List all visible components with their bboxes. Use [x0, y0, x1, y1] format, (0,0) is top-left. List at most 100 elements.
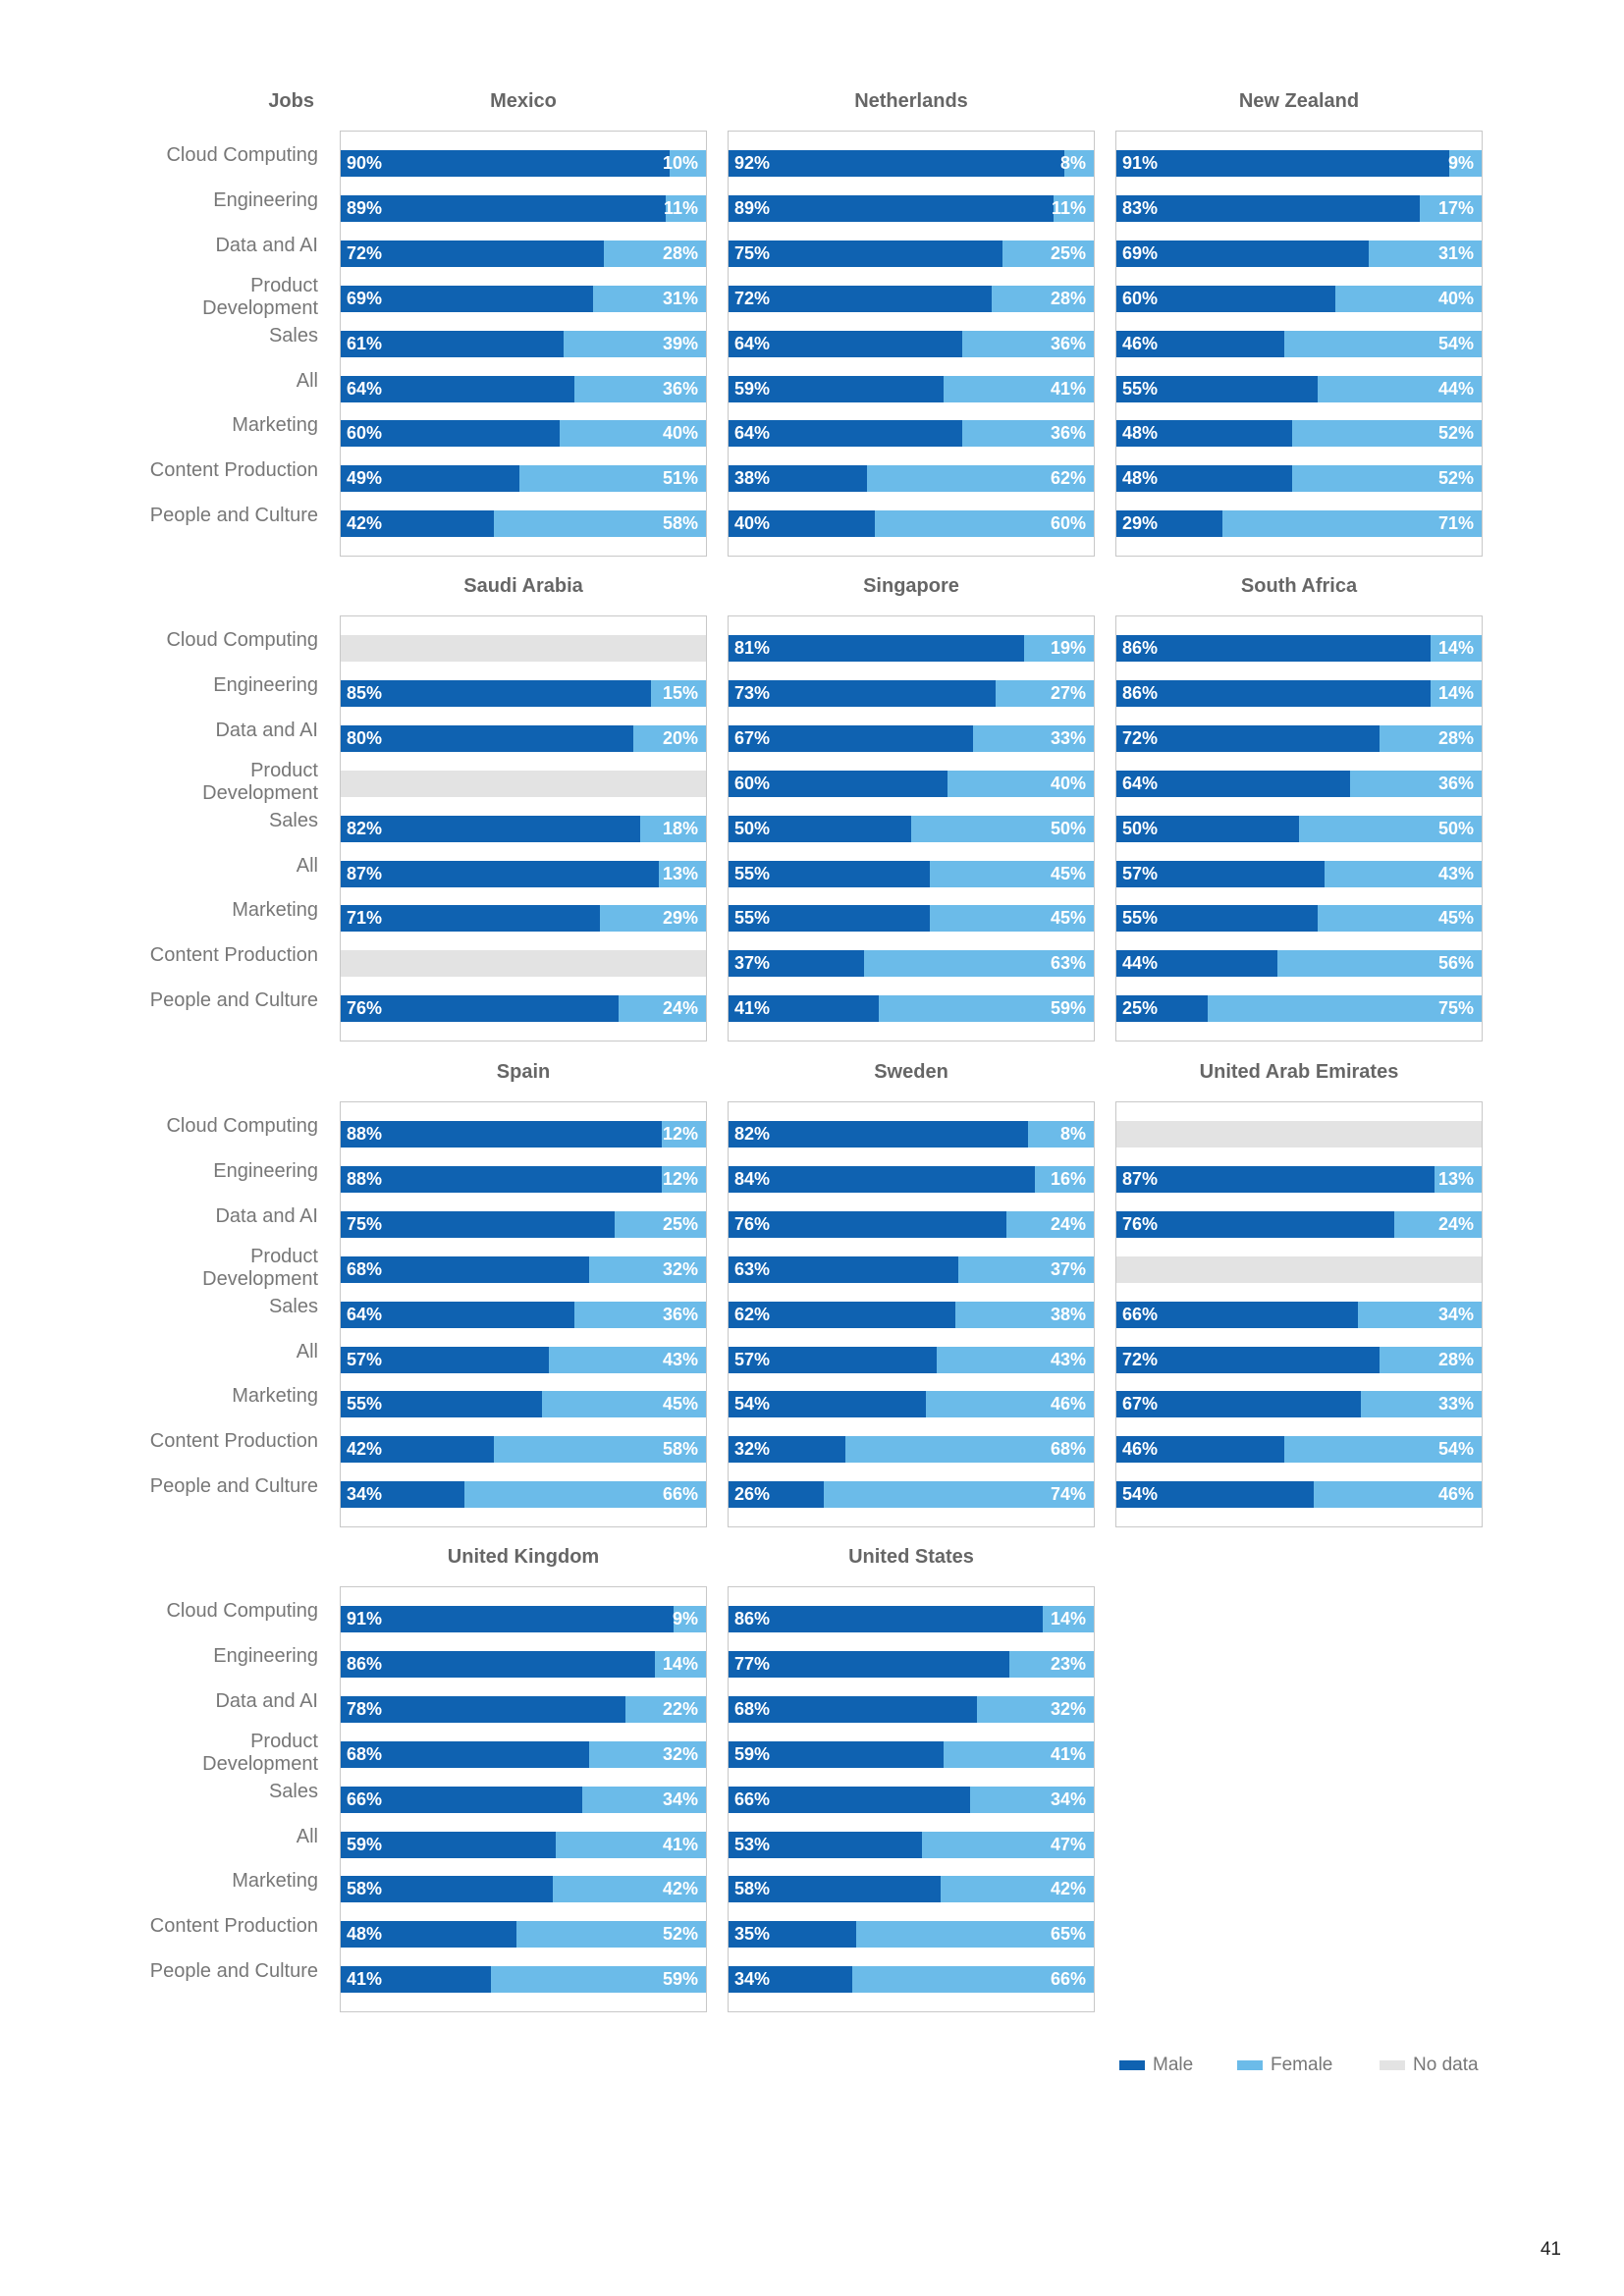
data-label-female: 52% [1437, 468, 1474, 489]
bar-male [729, 420, 962, 448]
bar-female [491, 1966, 706, 1994]
bar-female [1064, 150, 1094, 177]
bar-row: 80% 20% [341, 724, 706, 752]
panel: 88% 12% 88% 12% 75% 25% 68% 32% 64% 36% 57% 43% 55% 4… [340, 1101, 707, 1527]
bar-row: 72% 28% [1116, 1346, 1482, 1373]
data-label-male: 57% [734, 1349, 771, 1369]
data-label-female: 9% [1447, 153, 1474, 173]
panel-title: New Zealand [1238, 90, 1360, 112]
data-label-female: 8% [1059, 1124, 1086, 1144]
data-label-male: 86% [1122, 638, 1159, 658]
data-label-female: 42% [662, 1879, 698, 1899]
bar-female [1006, 1210, 1094, 1238]
bar-row: 61% 39% [341, 330, 706, 357]
data-label-male: 89% [347, 197, 383, 218]
panel: 92% 8% 89% 11% 75% 25% 72% 28% 64% 36% 59% 41% 64% 36… [728, 131, 1095, 557]
data-label-male: 89% [734, 197, 771, 218]
bar-female [670, 150, 706, 177]
bar-male [729, 150, 1064, 177]
bar-row: 87% 13% [341, 860, 706, 887]
data-label-male: 76% [734, 1213, 771, 1234]
bar-female [930, 860, 1094, 887]
bar-male [729, 1876, 941, 1903]
bar-male [1116, 905, 1318, 933]
data-label-female: 32% [1050, 1698, 1086, 1719]
bar-no-data [1116, 1121, 1482, 1148]
bar-male [1116, 995, 1208, 1023]
bar-female [519, 465, 706, 493]
bar-no-data [341, 950, 706, 978]
data-label-female: 75% [1437, 998, 1474, 1019]
data-label-male: 85% [347, 682, 383, 703]
data-label-female: 41% [1050, 378, 1086, 399]
data-label-male: 82% [347, 818, 383, 838]
category-label: Sales [268, 1295, 318, 1317]
bar-male [1116, 860, 1325, 887]
data-label-female: 34% [1050, 1789, 1086, 1809]
bar-row: 62% 38% [729, 1301, 1094, 1328]
bar-row: 66% 34% [341, 1786, 706, 1813]
bar-male [341, 679, 651, 707]
bar-row: 42% 58% [341, 510, 706, 538]
bar-row: 37% 63% [729, 950, 1094, 978]
data-label-male: 58% [347, 1879, 383, 1899]
legend-label-female: Female [1271, 2055, 1333, 2075]
data-label-female: 59% [1050, 998, 1086, 1019]
data-label-female: 40% [662, 423, 698, 444]
data-label-female: 58% [662, 513, 698, 534]
bar-female [911, 815, 1094, 842]
bar-row: 60% 40% [1116, 285, 1482, 312]
bar-male [1116, 1436, 1284, 1464]
bar-female [962, 330, 1094, 357]
bar-row: 55% 45% [729, 905, 1094, 933]
data-label-male: 88% [347, 1124, 383, 1144]
data-label-female: 39% [662, 333, 698, 353]
bar-male [341, 375, 574, 402]
bar-female [922, 1831, 1094, 1858]
bar-male [1116, 635, 1431, 662]
data-label-female: 14% [1437, 682, 1474, 703]
data-label-male: 25% [1122, 998, 1159, 1019]
bar-female [955, 1301, 1094, 1328]
data-label-female: 41% [1050, 1743, 1086, 1764]
bar-row: 88% 12% [341, 1165, 706, 1193]
bar-male [341, 724, 633, 752]
bar-row: 59% 41% [729, 1740, 1094, 1768]
bar-row: 48% 52% [341, 1921, 706, 1949]
bar-female [615, 1210, 706, 1238]
bar-male [1116, 1210, 1394, 1238]
data-label-female: 62% [1050, 468, 1086, 489]
bar-row: 91% 9% [341, 1606, 706, 1632]
bar-female [944, 1740, 1094, 1768]
panel: 87% 13% 76% 24% 66% 34% 72% 28% 67% 33% 46% 54% 54% 4… [1115, 1101, 1483, 1527]
bar-female [958, 1255, 1094, 1283]
data-label-male: 55% [1122, 378, 1159, 399]
data-label-male: 64% [1122, 773, 1159, 793]
bar-male [1116, 1165, 1435, 1193]
bar-row: 25% 75% [1116, 995, 1482, 1023]
data-label-male: 87% [347, 863, 383, 883]
panel: 91% 9% 86% 14% 78% 22% 68% 32% 66% 34% 59% 41% 58% 42… [340, 1586, 707, 2012]
data-label-female: 54% [1437, 1439, 1474, 1460]
bar-row: 89% 11% [729, 194, 1094, 222]
category-label: Engineering [213, 673, 318, 696]
data-label-female: 66% [1050, 1969, 1086, 1990]
data-label-female: 11% [663, 197, 698, 218]
data-label-male: 78% [347, 1698, 383, 1719]
category-label: Data and AI [215, 719, 318, 741]
data-label-male: 29% [1122, 513, 1159, 534]
bar-male [341, 1255, 589, 1283]
bar-female [947, 770, 1094, 797]
bar-male [341, 1695, 625, 1723]
panel-title: Singapore [863, 575, 959, 597]
bar-female [549, 1346, 706, 1373]
data-label-male: 63% [734, 1258, 771, 1279]
bar-row: 89% 11% [341, 194, 706, 222]
bar-row: 68% 32% [341, 1255, 706, 1283]
data-label-female: 13% [1437, 1168, 1474, 1189]
category-label: Cloud Computing [166, 1600, 318, 1622]
panel-title: Sweden [874, 1061, 948, 1083]
data-label-male: 71% [347, 908, 383, 929]
bar-male [341, 285, 593, 312]
bar-row: 26% 74% [729, 1481, 1094, 1509]
